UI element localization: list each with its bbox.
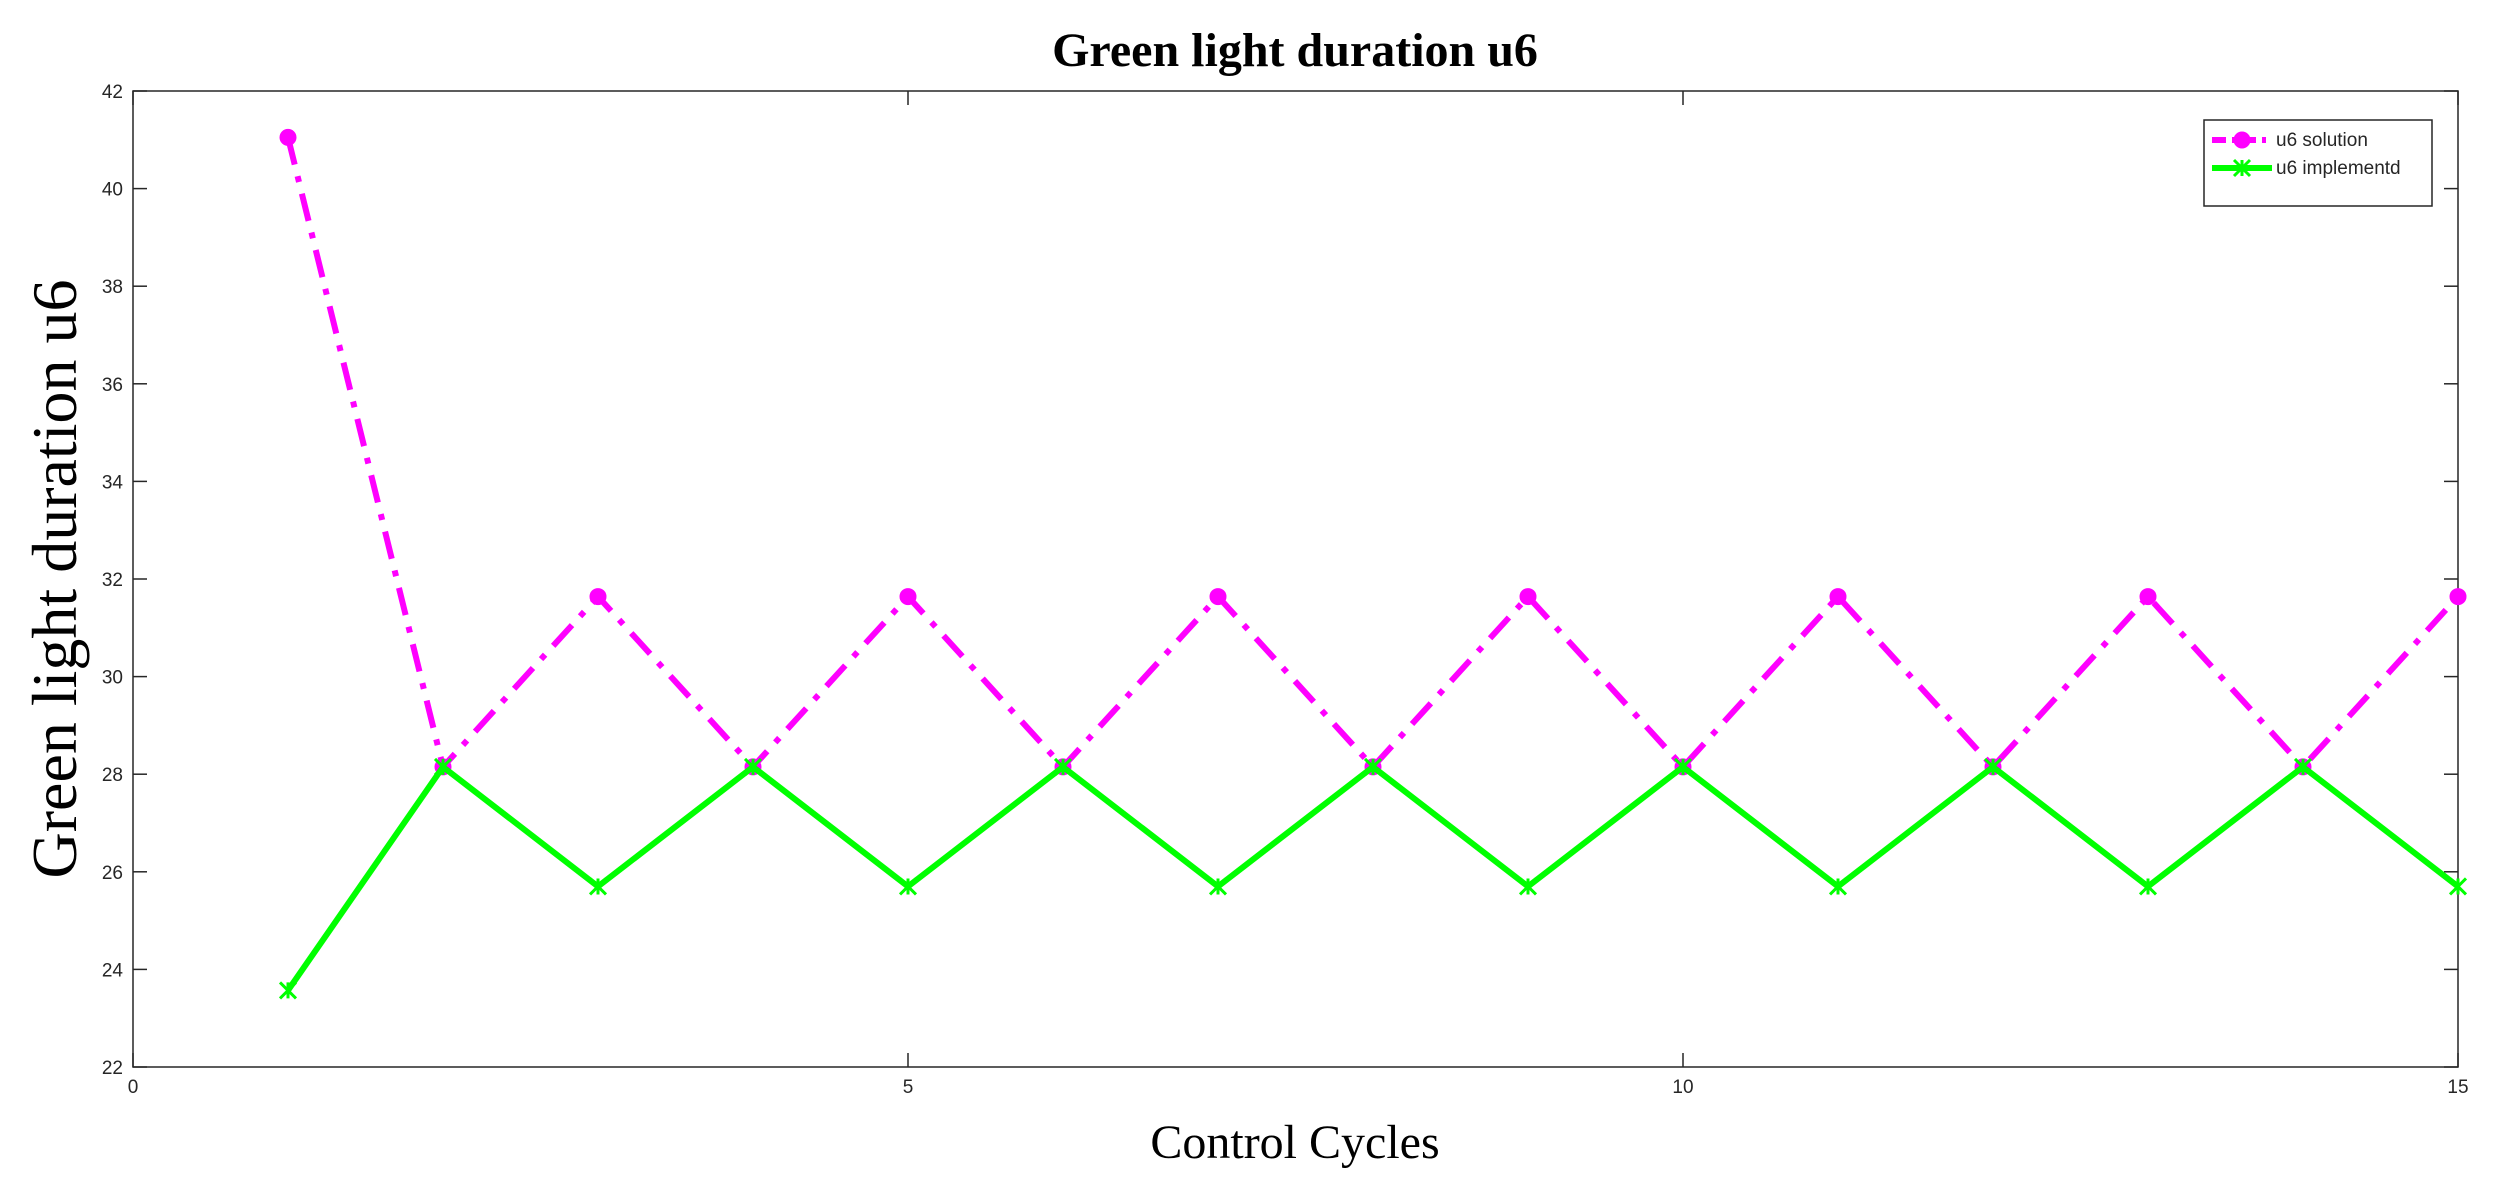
data-point xyxy=(1828,877,1848,896)
data-point xyxy=(589,588,607,606)
data-point xyxy=(2138,877,2158,896)
data-point xyxy=(433,757,453,776)
y-tick-label: 26 xyxy=(102,863,123,884)
data-point xyxy=(2449,588,2467,606)
y-tick-label: 40 xyxy=(102,180,123,201)
y-tick-label: 28 xyxy=(102,765,123,786)
data-point xyxy=(1518,877,1538,896)
data-point xyxy=(1673,757,1693,776)
data-point xyxy=(898,877,918,896)
y-tick-label: 30 xyxy=(102,668,123,689)
x-tick-label: 15 xyxy=(2447,1077,2468,1098)
data-point xyxy=(2448,877,2468,896)
x-tick-label: 0 xyxy=(128,1077,139,1098)
legend-label: u6 solution xyxy=(2276,130,2368,151)
data-point xyxy=(1519,588,1537,606)
data-point xyxy=(1983,757,2003,776)
data-point xyxy=(1208,877,1228,896)
x-tick-label: 10 xyxy=(1672,1077,1693,1098)
data-point xyxy=(1363,757,1383,776)
data-point xyxy=(278,981,298,1000)
y-tick-label: 42 xyxy=(102,82,123,103)
plot-area xyxy=(132,90,2459,1068)
y-tick-label: 38 xyxy=(102,277,123,298)
x-axis-label: Control Cycles xyxy=(1150,1116,1439,1169)
y-tick-label: 36 xyxy=(102,375,123,396)
chart-title: Green light duration u6 xyxy=(1052,24,1538,77)
y-tick-label: 24 xyxy=(102,960,124,981)
data-point xyxy=(279,128,297,146)
data-point xyxy=(2139,588,2157,606)
data-point xyxy=(1053,757,1073,776)
data-point xyxy=(743,757,763,776)
data-point xyxy=(588,877,608,896)
y-tick-label: 32 xyxy=(102,570,123,591)
data-point xyxy=(1829,588,1847,606)
data-point xyxy=(899,588,917,606)
x-tick-label: 5 xyxy=(903,1077,914,1098)
data-point xyxy=(2293,757,2313,776)
legend-marker xyxy=(2233,131,2251,149)
legend-marker xyxy=(2232,158,2252,178)
y-tick-label: 22 xyxy=(102,1058,123,1079)
y-tick-label: 34 xyxy=(102,472,124,493)
legend-label: u6 implementd xyxy=(2276,158,2401,179)
data-point xyxy=(1209,588,1227,606)
y-axis-label: Green light duration u6 xyxy=(19,280,90,879)
